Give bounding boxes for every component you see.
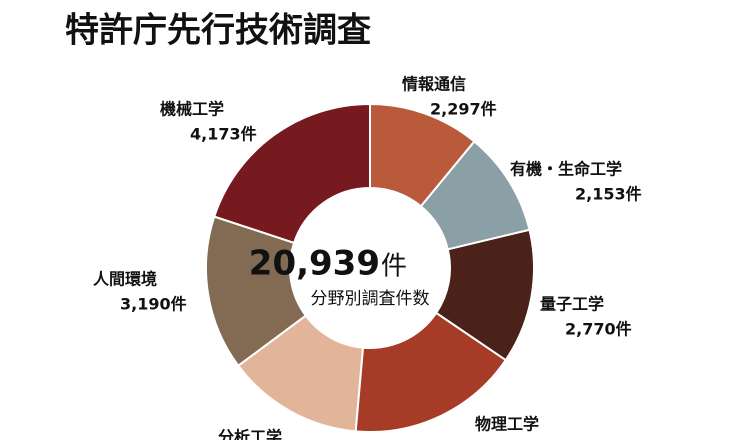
center-caption: 分野別調査件数 — [311, 289, 430, 309]
slice-label: 情報通信 — [402, 75, 466, 94]
donut-slice — [354, 311, 508, 433]
center-unit: 件 — [381, 252, 407, 282]
slice-label: 分析工学 — [218, 428, 282, 440]
slice-value-label: 4,173件 — [190, 125, 257, 144]
donut-slice — [212, 102, 371, 245]
slice-value-label: 3,190件 — [120, 295, 187, 314]
donut-slice — [236, 314, 365, 433]
slice-value-label: 2,153件 — [575, 185, 642, 204]
slice-value-label: 2,770件 — [565, 320, 632, 339]
slice-value-label: 2,297件 — [430, 100, 497, 119]
slice-label: 有機・生命工学 — [510, 160, 622, 179]
donut-slice — [369, 102, 476, 208]
donut-slice — [205, 215, 308, 368]
slice-label: 機械工学 — [160, 100, 224, 119]
slice-label: 人間環境 — [93, 270, 157, 289]
donut-slice — [419, 140, 531, 251]
donut-slice — [434, 228, 535, 362]
chart-title: 特許庁先行技術調査 — [65, 11, 371, 51]
center-value: 20,939 — [249, 244, 380, 284]
slice-label: 量子工学 — [540, 295, 604, 314]
slice-label: 物理工学 — [475, 415, 539, 434]
